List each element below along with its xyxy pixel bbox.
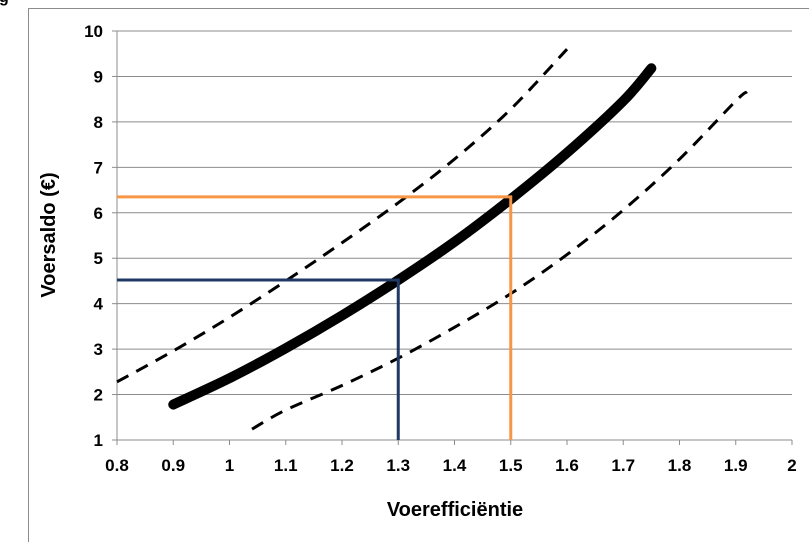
figure-caption-fragment: g — [0, 0, 9, 7]
gridlines — [117, 30, 792, 396]
series-line-1-main — [168, 63, 657, 410]
y-tick-label-2: 2 — [94, 386, 103, 405]
y-tick-label-9: 9 — [94, 67, 103, 86]
x-tick-label-1.8: 1.8 — [668, 456, 692, 475]
x-tick-label-1.9: 1.9 — [724, 456, 748, 475]
axes — [112, 30, 793, 445]
x-tick-label-1.6: 1.6 — [555, 456, 579, 475]
x-tick-label-1.5: 1.5 — [499, 456, 523, 475]
x-tick-label-1: 1 — [225, 456, 234, 475]
y-tick-label-7: 7 — [94, 158, 103, 177]
y-tick-label-1: 1 — [94, 431, 103, 450]
x-tick-label-1.3: 1.3 — [386, 456, 410, 475]
y-tick-label-4: 4 — [94, 295, 104, 314]
y-tick-label-5: 5 — [94, 249, 103, 268]
x-tick-label-1.2: 1.2 — [330, 456, 354, 475]
y-tick-label-6: 6 — [94, 204, 103, 223]
x-tick-labels: 0.8 0.9 1 1.1 1.2 1.3 1.4 1.5 1.6 1.7 1.8 1.9 2 — [105, 456, 797, 475]
y-tick-labels: 1 2 3 4 5 6 7 8 9 10 — [84, 22, 103, 450]
chart-area-border — [28, 8, 809, 542]
y-tick-label-8: 8 — [94, 113, 103, 132]
series-line-2-dashed — [116, 48, 569, 384]
x-tick-label-1.1: 1.1 — [274, 456, 298, 475]
x-tick-label-0.8: 0.8 — [105, 456, 129, 475]
reference-line-2 — [117, 195, 513, 440]
series-layer — [116, 48, 748, 431]
top-caption-strip: g — [0, 0, 809, 8]
x-tick-label-0.9: 0.9 — [161, 456, 185, 475]
series-line-3-dashed — [251, 90, 748, 431]
x-axis-title: Voerefficiëntie — [387, 499, 523, 521]
x-tick-label-1.4: 1.4 — [443, 456, 467, 475]
x-tick-label-2: 2 — [787, 456, 796, 475]
y-axis-title: Voersaldo (€) — [38, 172, 60, 297]
reference-line-1 — [117, 278, 400, 440]
y-tick-label-10: 10 — [84, 22, 103, 41]
y-tick-label-3: 3 — [94, 340, 103, 359]
x-tick-label-1.7: 1.7 — [611, 456, 635, 475]
reference-lines — [117, 195, 513, 440]
